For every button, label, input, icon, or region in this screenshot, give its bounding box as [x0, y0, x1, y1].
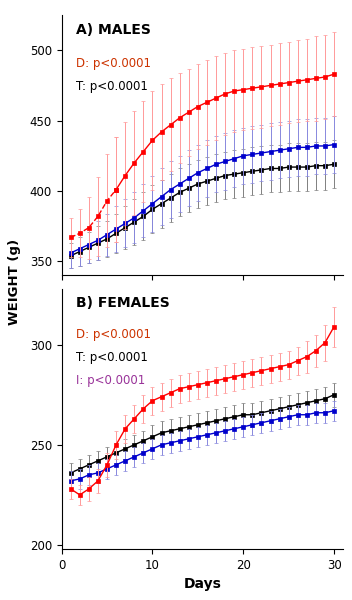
- Text: T: p<0.0001: T: p<0.0001: [76, 351, 147, 364]
- Text: A) MALES: A) MALES: [76, 23, 151, 37]
- Text: T: p<0.0001: T: p<0.0001: [76, 80, 147, 93]
- Text: WEIGHT (g): WEIGHT (g): [8, 239, 20, 325]
- Text: I: p<0.0001: I: p<0.0001: [76, 374, 145, 388]
- Text: D: p<0.0001: D: p<0.0001: [76, 56, 151, 70]
- X-axis label: Days: Days: [183, 577, 221, 591]
- Text: D: p<0.0001: D: p<0.0001: [76, 328, 151, 341]
- Text: B) FEMALES: B) FEMALES: [76, 296, 169, 310]
